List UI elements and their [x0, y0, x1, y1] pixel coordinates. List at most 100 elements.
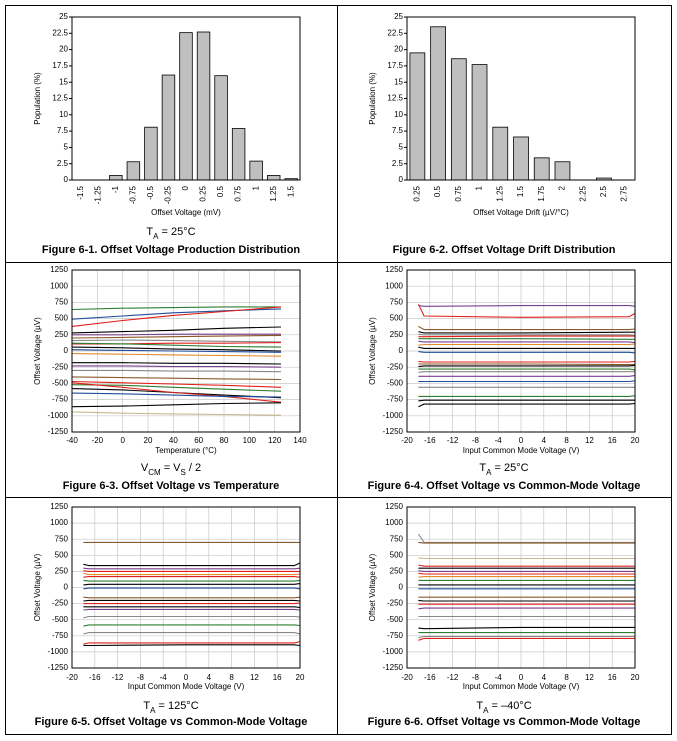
series-line	[71, 392, 282, 398]
y-tick-label: 15	[59, 77, 68, 86]
y-tick-label: 750	[390, 298, 404, 307]
condition-part: V	[141, 462, 149, 474]
condition: TA = 25°C	[146, 226, 195, 241]
series-line	[83, 624, 301, 627]
x-tick-label: 16	[608, 673, 617, 682]
series-line	[418, 340, 636, 344]
y-tick-label: -500	[387, 615, 404, 624]
bar	[196, 31, 211, 181]
series-line	[418, 351, 636, 354]
x-tick-label: 12	[585, 673, 594, 682]
y-tick-label: 250	[55, 330, 69, 339]
x-tick-label: 0	[519, 436, 524, 445]
y-tick-label: 10	[59, 110, 68, 119]
x-tick-label: 20	[631, 436, 640, 445]
figure-title: Figure 6-2. Offset Voltage Drift Distrib…	[393, 244, 616, 256]
x-tick-label: -4	[495, 673, 503, 682]
y-tick-label: -250	[387, 362, 404, 371]
series-line	[83, 608, 301, 611]
condition-part: T	[476, 700, 483, 712]
plot-frame	[406, 506, 636, 669]
x-tick-label: 20	[631, 673, 640, 682]
series-line	[71, 382, 282, 403]
series-line	[418, 576, 635, 578]
x-axis-label: Temperature (°C)	[155, 446, 217, 455]
y-tick-label: 0	[64, 583, 69, 592]
x-tick-label: 2	[558, 185, 567, 190]
y-tick-label: 250	[390, 330, 404, 339]
x-axis-label: Input Common Mode Voltage (V)	[128, 682, 245, 691]
y-tick-label: 1250	[50, 265, 68, 274]
y-tick-label: 22.5	[387, 28, 403, 37]
x-tick-label: -8	[472, 436, 480, 445]
series-line	[71, 339, 282, 343]
series-line	[83, 579, 301, 582]
condition-part: A	[486, 468, 492, 477]
figure-title: Figure 6-1. Offset Voltage Production Di…	[42, 244, 301, 256]
series-line	[83, 599, 301, 602]
bar	[126, 161, 141, 181]
series-line	[71, 384, 282, 392]
series-line	[83, 632, 301, 635]
x-axis-label: Offset Voltage (mV)	[151, 208, 221, 217]
series-line	[418, 343, 636, 346]
x-tick-label: -16	[424, 436, 436, 445]
x-tick-label: -16	[424, 673, 436, 682]
series-line	[83, 570, 300, 572]
x-tick-label: -16	[89, 673, 101, 682]
series-line	[418, 375, 636, 377]
x-axis-label: Input Common Mode Voltage (V)	[463, 446, 580, 455]
x-tick-label: -1.5	[76, 185, 85, 199]
series-line	[83, 606, 301, 609]
x-tick-label: -0.5	[146, 185, 155, 199]
bar	[450, 58, 467, 181]
series-line	[72, 362, 282, 365]
y-tick-label: -1000	[48, 411, 69, 420]
series-line	[71, 411, 282, 416]
x-tick-label: 8	[564, 673, 569, 682]
plot-frame	[71, 506, 301, 669]
y-tick-label: 500	[390, 550, 404, 559]
x-tick-label: 0.25	[412, 185, 421, 201]
x-tick-label: 0.75	[454, 185, 463, 201]
x-axis-label: Offset Voltage Drift (µV/°C)	[473, 208, 569, 217]
plot-frame	[71, 16, 301, 181]
condition: TA = –40°C	[476, 700, 531, 715]
x-tick-label: 120	[268, 436, 282, 445]
y-axis-label: Offset Voltage (µV)	[33, 553, 42, 621]
x-tick-label: 8	[564, 436, 569, 445]
x-tick-label: 1.5	[516, 185, 525, 197]
x-tick-label: -12	[447, 436, 459, 445]
y-tick-label: 0	[64, 175, 69, 184]
y-tick-label: 7.5	[57, 126, 69, 135]
condition-part: = –40°C	[488, 700, 531, 712]
x-tick-label: 1	[251, 185, 260, 190]
series-line	[417, 533, 635, 543]
y-tick-label: 2.5	[392, 159, 404, 168]
y-tick-label: -1250	[48, 663, 69, 672]
x-tick-label: 0	[184, 673, 189, 682]
bar	[231, 128, 246, 181]
bar	[179, 32, 193, 181]
bar	[430, 26, 446, 181]
condition-part: T	[146, 226, 153, 238]
series-line	[72, 333, 281, 336]
series-line	[83, 615, 301, 619]
y-tick-label: 500	[55, 314, 69, 323]
bar	[109, 175, 123, 181]
x-tick-label: 8	[229, 673, 234, 682]
y-tick-label: -500	[387, 379, 404, 388]
bar	[214, 75, 228, 181]
x-tick-label: -20	[401, 673, 413, 682]
series-line	[71, 376, 282, 381]
x-tick-label: 2.25	[578, 185, 587, 201]
series-line	[418, 635, 635, 639]
x-tick-label: -8	[472, 673, 480, 682]
y-tick-label: -500	[52, 379, 69, 388]
y-tick-label: 5	[64, 143, 69, 152]
y-tick-label: -250	[52, 362, 69, 371]
x-tick-label: 2.5	[599, 185, 608, 197]
y-tick-label: 0	[64, 346, 69, 355]
series-line	[71, 380, 282, 388]
x-tick-label: -4	[495, 436, 503, 445]
